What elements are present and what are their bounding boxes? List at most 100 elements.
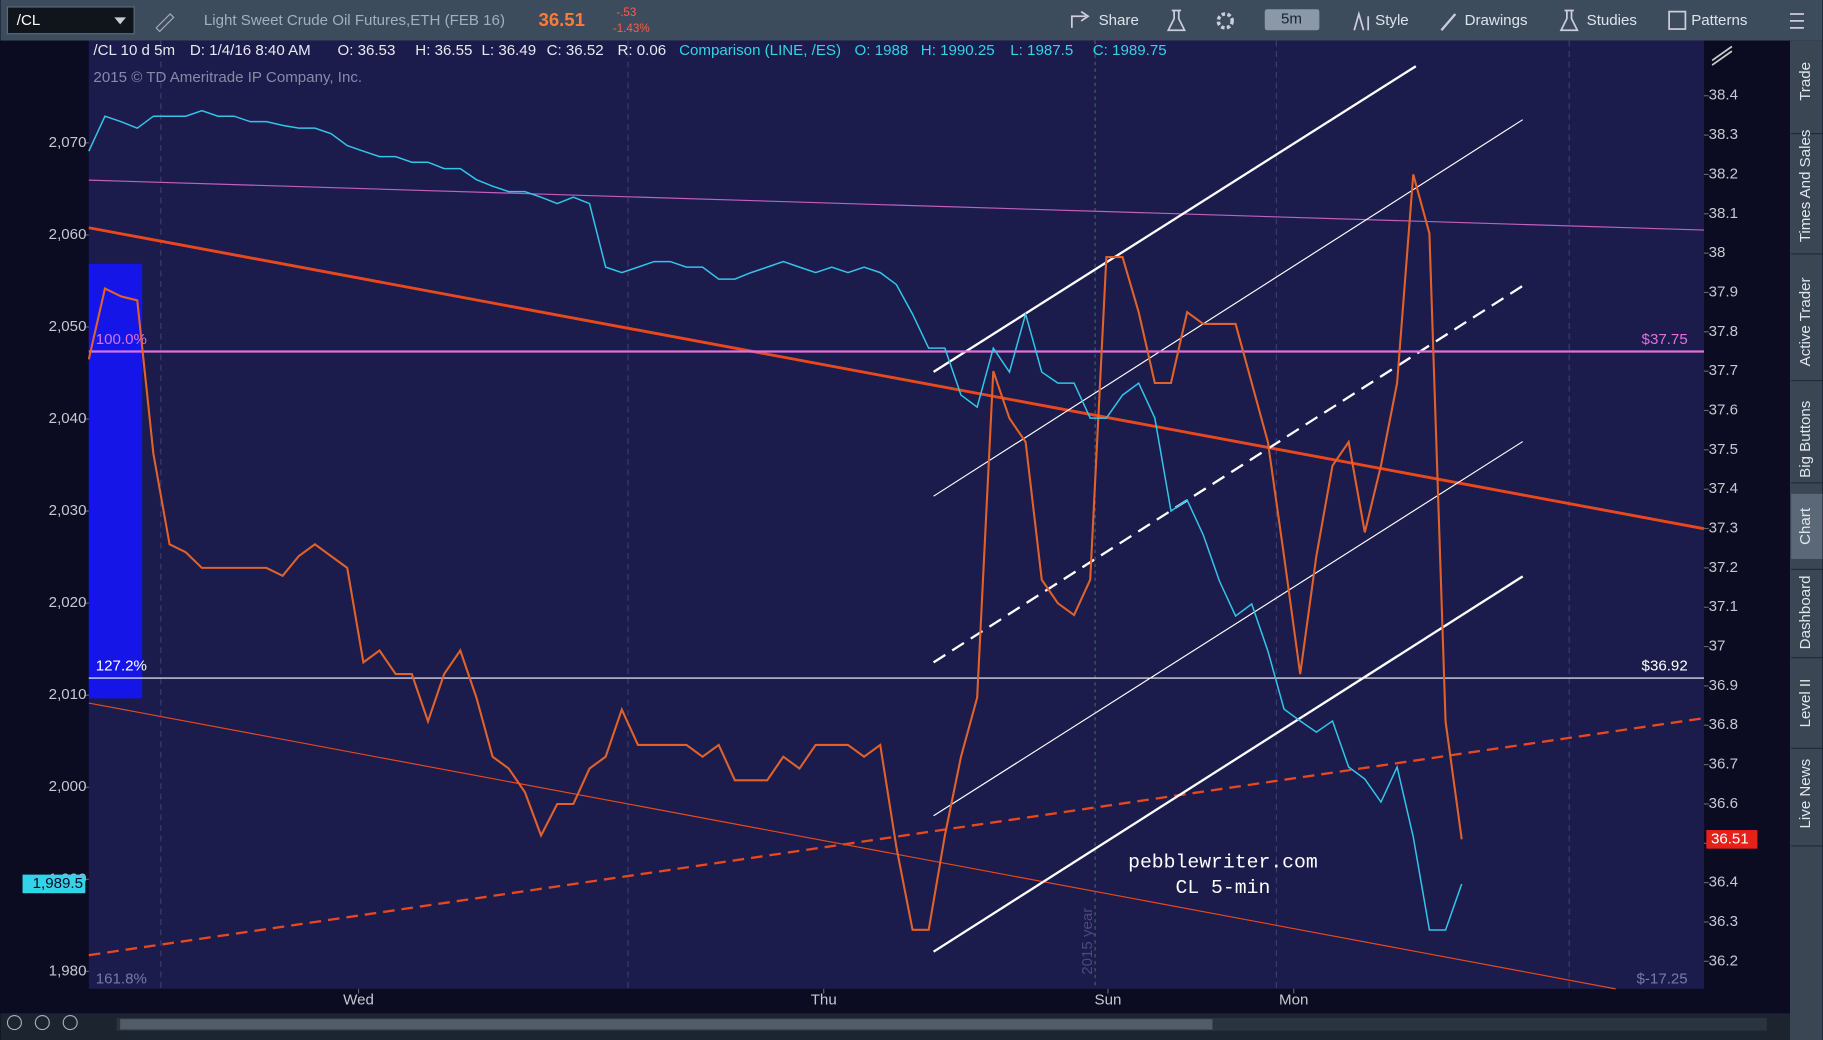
y-tick-label: 36.9 — [1709, 677, 1738, 694]
style[interactable]: Style — [1375, 12, 1409, 29]
y-tick-label: 36.8 — [1709, 716, 1738, 733]
x-tick-label: Wed — [343, 991, 374, 1008]
comparison-readout: Comparison (LINE, /ES) — [679, 42, 841, 59]
y-tick-label: 38.1 — [1709, 205, 1738, 222]
patterns[interactable]: Patterns — [1691, 12, 1747, 29]
comparison-readout: H: 1990.25 — [921, 42, 995, 59]
readout: O: 36.53 — [337, 42, 395, 59]
series-line — [88, 109, 1463, 931]
trend-line — [933, 441, 1524, 817]
side-tab[interactable]: Times And Sales — [1797, 130, 1814, 243]
readout: C: 36.52 — [547, 42, 604, 59]
trend-line — [88, 702, 1616, 990]
y-tick-label: 37.9 — [1709, 283, 1738, 300]
comparison-readout: L: 1987.5 — [1010, 42, 1073, 59]
y2-tick-label: 2,020 — [49, 594, 87, 611]
pencil-icon[interactable] — [155, 13, 175, 33]
readout: D: 1/4/16 8:40 AM — [190, 42, 311, 59]
side-tab[interactable]: Level II — [1797, 679, 1814, 728]
watermark: pebblewriter.com — [1128, 851, 1318, 873]
y2-tick-label: 2,030 — [49, 502, 87, 519]
side-tab[interactable]: Big Buttons — [1797, 401, 1814, 478]
level-label: $37.75 — [1642, 331, 1688, 348]
trend-line — [932, 284, 1524, 664]
y2-tick-label: 2,050 — [49, 318, 87, 335]
y-tick-label: 38.3 — [1709, 126, 1738, 143]
channel-icon — [1711, 45, 1733, 66]
x-tick-label: Thu — [811, 991, 837, 1008]
fib-label: 127.2% — [96, 657, 147, 674]
x-tick-label: Sun — [1095, 991, 1122, 1008]
trend-line — [932, 65, 1417, 373]
y-tick-label: 36.7 — [1709, 756, 1738, 773]
menu-icon[interactable] — [1789, 13, 1804, 29]
side-tab[interactable]: Dashboard — [1797, 575, 1814, 649]
y-tick-label: 36.4 — [1709, 874, 1738, 891]
share[interactable]: Share — [1099, 12, 1139, 29]
scroll-thumb[interactable] — [120, 1019, 1213, 1030]
y-tick-label: 37 — [1709, 638, 1726, 655]
drawings[interactable]: Drawings — [1465, 12, 1528, 29]
last-es-badge — [22, 874, 86, 894]
interval[interactable]: 5m — [1281, 11, 1302, 28]
y-tick-label: 36.3 — [1709, 913, 1738, 930]
last-es-label: 1,989.5 — [33, 875, 83, 892]
y-tick-label: 37.7 — [1709, 362, 1738, 379]
readout: L: 36.49 — [482, 42, 537, 59]
flask-icon[interactable] — [1166, 9, 1186, 32]
side-tab[interactable]: Chart — [1797, 507, 1814, 545]
patterns-icon[interactable] — [1668, 10, 1687, 30]
y-tick-label: 38 — [1709, 244, 1726, 261]
y2-tick-label: 1,980 — [49, 962, 87, 979]
y-tick-label: 37.2 — [1709, 559, 1738, 576]
description: Light Sweet Crude Oil Futures,ETH (FEB 1… — [204, 12, 505, 29]
y2-tick-label: 2,000 — [49, 778, 87, 795]
side-tab[interactable]: Live News — [1797, 759, 1814, 829]
zoom-icon — [34, 1015, 50, 1031]
gear-icon[interactable] — [1216, 12, 1234, 30]
y2-tick-label: 2,040 — [49, 410, 87, 427]
last-price-label: 36.51 — [1711, 830, 1749, 847]
studies-icon[interactable] — [1559, 9, 1579, 32]
watermark: CL 5-min — [1176, 877, 1271, 899]
plot-area — [88, 40, 1704, 989]
trend-line — [88, 226, 1705, 531]
dropdown-arrow[interactable] — [114, 17, 126, 25]
fib-label: 100.0% — [96, 331, 147, 348]
side-tab[interactable]: Trade — [1797, 62, 1814, 101]
y-tick-label: 37.4 — [1709, 480, 1738, 497]
level-label: $36.92 — [1642, 657, 1688, 674]
drawings-icon[interactable] — [1440, 13, 1457, 31]
studies[interactable]: Studies — [1587, 12, 1637, 29]
y-tick-label: 38.2 — [1709, 165, 1738, 182]
comparison-readout: O: 1988 — [855, 42, 909, 59]
side-tab[interactable]: Active Trader — [1797, 277, 1814, 366]
fib-box — [88, 263, 143, 699]
symbol-box[interactable] — [6, 6, 135, 35]
style-icon[interactable] — [1353, 10, 1370, 31]
y2-tick-label: 2,060 — [49, 226, 87, 243]
y-tick-label: 37.5 — [1709, 441, 1738, 458]
toolbar — [0, 0, 1823, 41]
y-tick-label: 36.6 — [1709, 795, 1738, 812]
trend-line — [932, 575, 1524, 953]
y-tick-label: 36.2 — [1709, 952, 1738, 969]
last-price-badge — [1706, 830, 1758, 849]
series-line — [87, 174, 1463, 931]
readout: /CL 10 d 5m — [93, 42, 175, 59]
fib-label: 161.8% — [96, 971, 147, 988]
y-tick-label: 37.6 — [1709, 401, 1738, 418]
plot: 2015 year36.236.336.436.536.636.736.836.… — [22, 40, 1758, 1008]
y-tick-label: 37.1 — [1709, 598, 1738, 615]
pct-change: -1.43% — [613, 22, 650, 35]
symbol[interactable]: /CL — [17, 12, 41, 29]
trend-line — [88, 179, 1705, 231]
interval-box[interactable] — [1264, 9, 1320, 31]
copyright: 2015 © TD Ameritrade IP Company, Inc. — [93, 69, 362, 86]
share-icon — [1070, 10, 1090, 28]
zoom-icon — [62, 1015, 78, 1031]
y-tick-label: 37.3 — [1709, 520, 1738, 537]
vertical-note: 2015 year — [1079, 908, 1096, 975]
